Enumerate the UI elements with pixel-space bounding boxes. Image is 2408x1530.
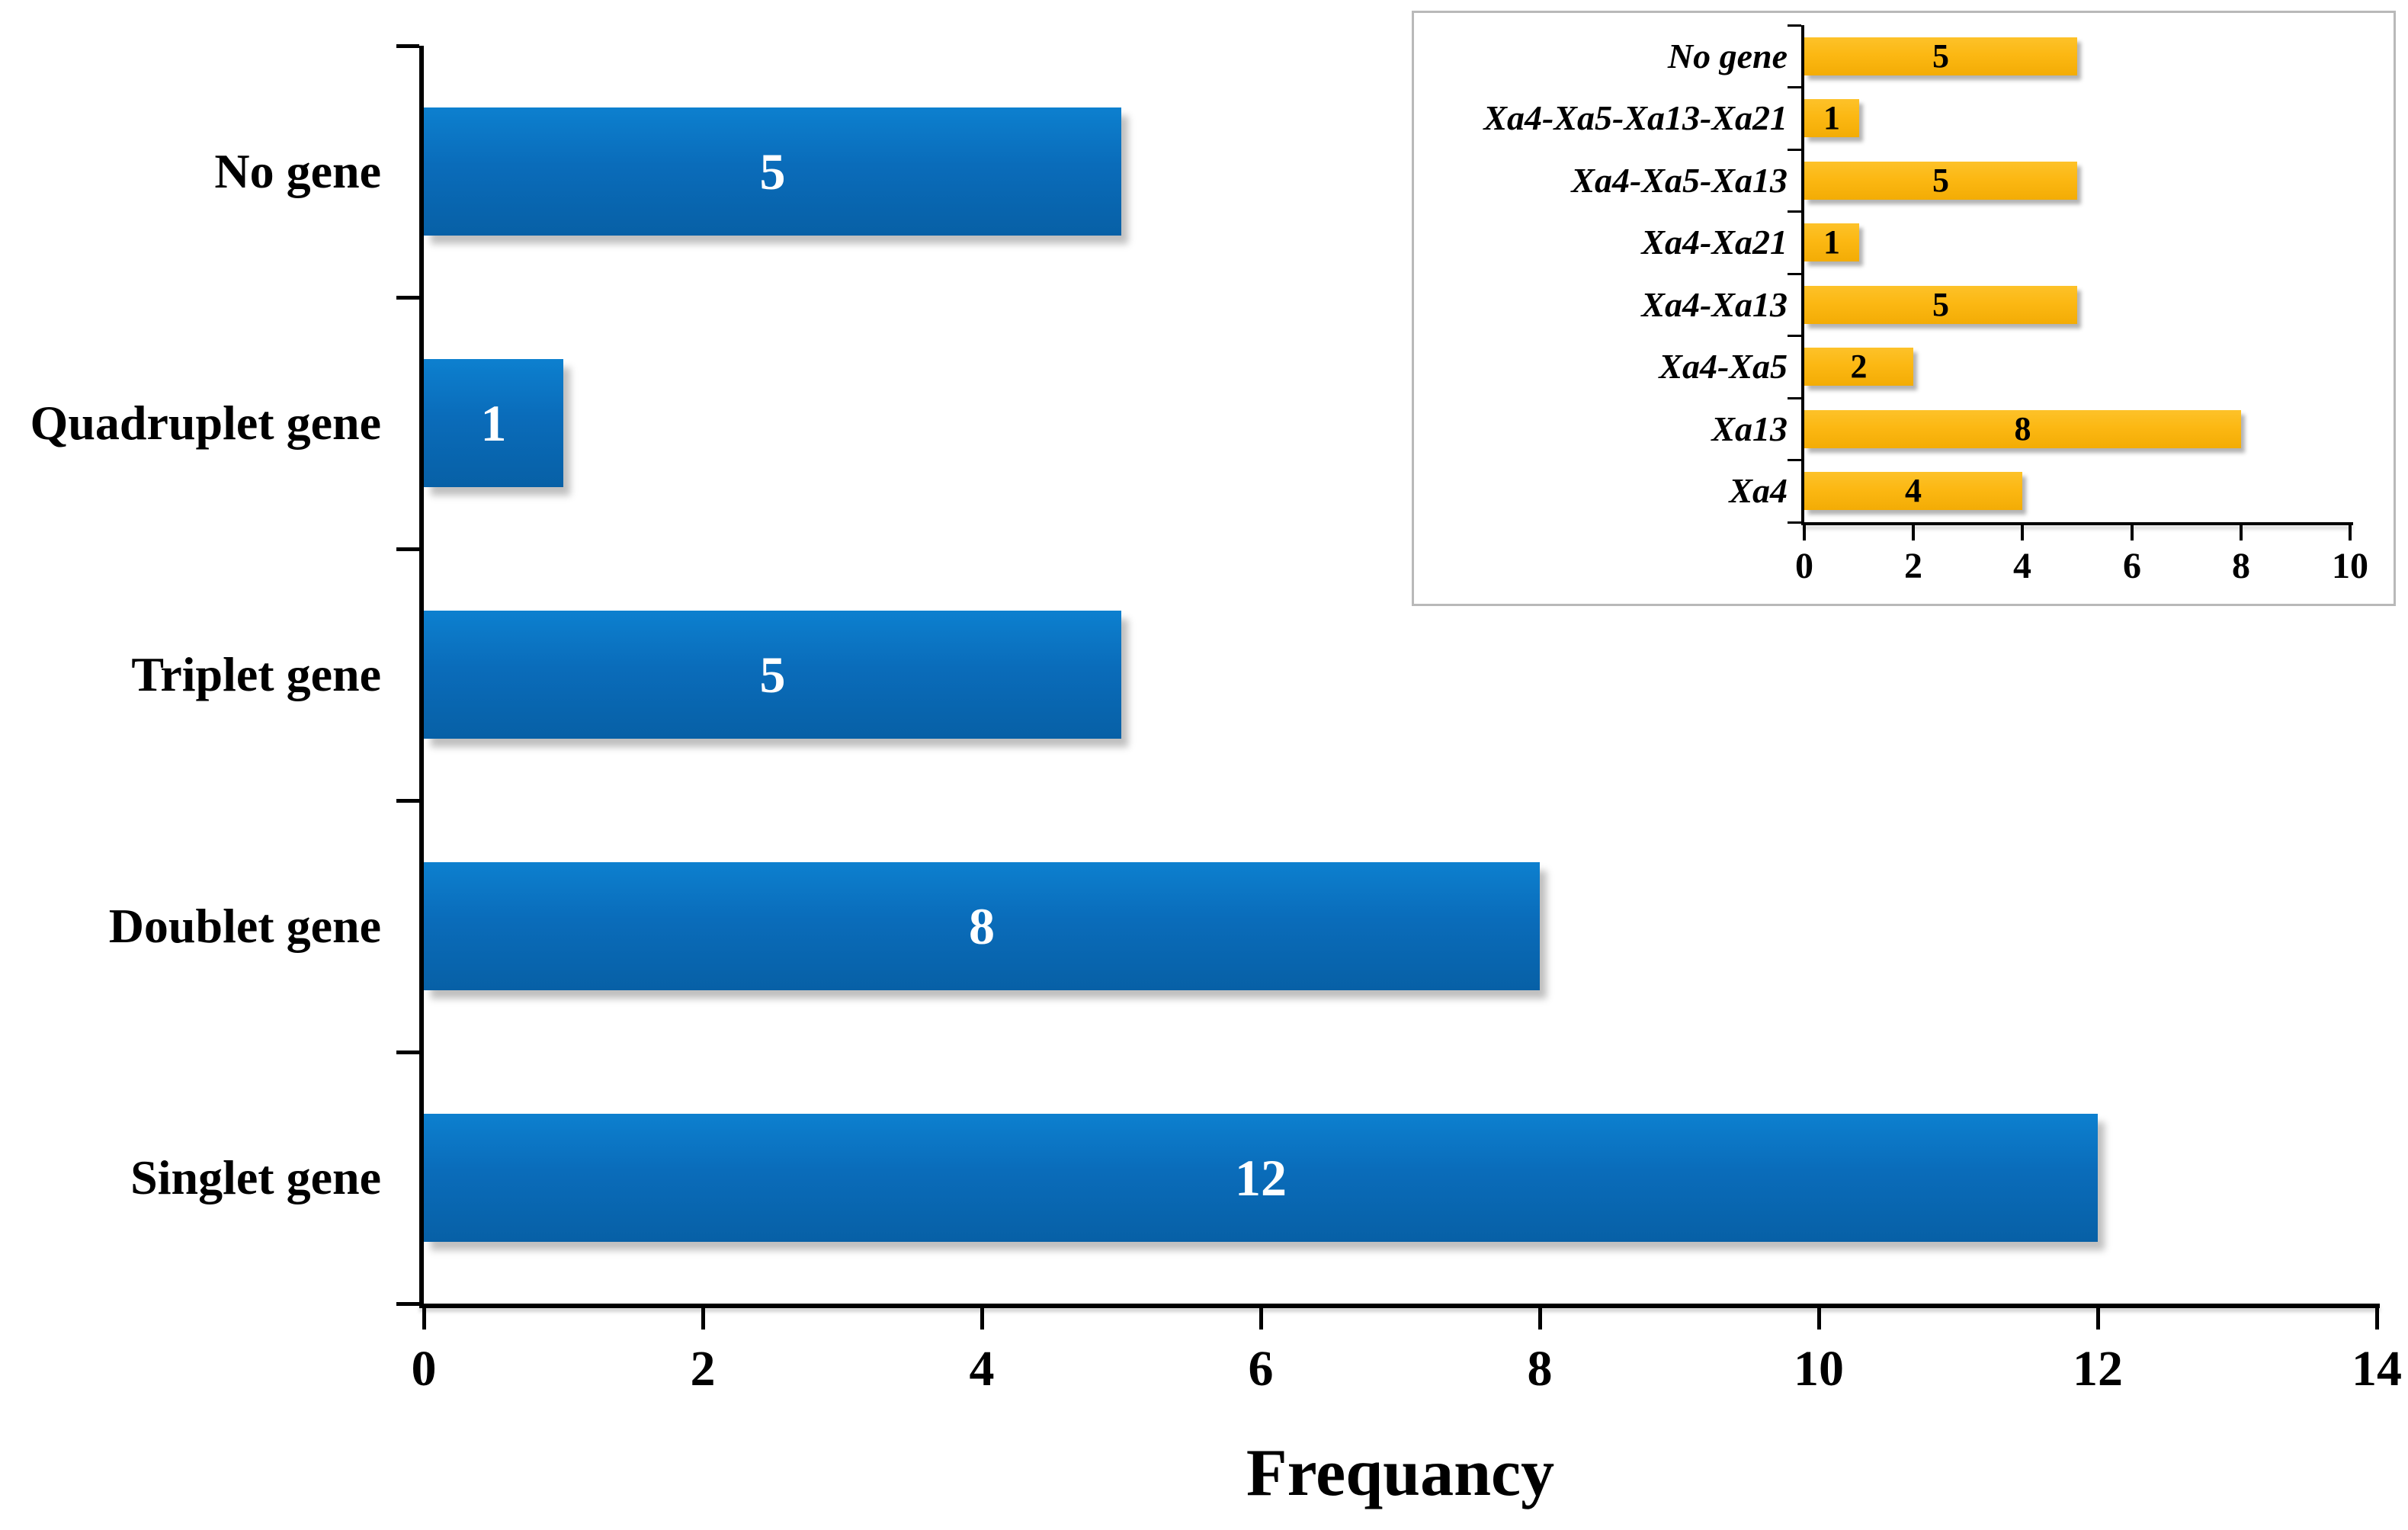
category-label-xa4-xa21: Xa4-Xa21 bbox=[1641, 223, 1788, 261]
y-axis-tick bbox=[396, 547, 419, 551]
inset-bar-chart: 0 2 4 6 8 10 No gene 5 Xa4-Xa5-Xa13-Xa21 1 Xa4-Xa5… bbox=[1414, 13, 2394, 604]
y-axis-tick bbox=[1788, 335, 1801, 337]
bar-xa13: 8 bbox=[1804, 410, 2241, 448]
bar-value-label: 5 bbox=[1932, 162, 1949, 199]
x-axis-tick-label: 0 bbox=[411, 1341, 437, 1397]
category-label-xa13: Xa13 bbox=[1711, 409, 1788, 448]
x-axis-tick bbox=[1803, 525, 1806, 540]
x-axis-tick-label: 2 bbox=[1904, 546, 1922, 586]
bar-value-label: 8 bbox=[969, 897, 995, 955]
category-label-no-gene: No gene bbox=[1667, 37, 1788, 75]
bar-value-label: 5 bbox=[1932, 286, 1949, 323]
bar-value-label: 8 bbox=[2014, 410, 2031, 447]
x-axis-tick bbox=[2375, 1308, 2379, 1330]
x-axis-tick-label: 8 bbox=[2232, 546, 2250, 586]
y-axis-tick bbox=[1788, 24, 1801, 27]
y-axis-tick bbox=[396, 1302, 419, 1306]
category-label-xa4-xa5-xa13: Xa4-Xa5-Xa13 bbox=[1571, 161, 1788, 200]
y-axis-tick bbox=[1788, 397, 1801, 399]
x-axis-tick-label: 6 bbox=[2123, 546, 2141, 586]
bar-value-label: 12 bbox=[1235, 1149, 1287, 1207]
category-label-xa4-xa5-xa13-xa21: Xa4-Xa5-Xa13-Xa21 bbox=[1483, 98, 1788, 137]
y-axis-tick bbox=[396, 44, 419, 48]
bar-xa4: 4 bbox=[1804, 472, 2022, 510]
y-axis-tick bbox=[396, 799, 419, 803]
category-label-xa4: Xa4 bbox=[1729, 471, 1788, 510]
category-label-quadruplet-gene: Quadruplet gene bbox=[30, 396, 381, 450]
x-axis-tick-label: 4 bbox=[969, 1341, 995, 1397]
bar-xa4-xa5: 2 bbox=[1804, 348, 1913, 386]
bar-doublet-gene: 8 bbox=[424, 862, 1540, 990]
y-axis-tick bbox=[1788, 210, 1801, 213]
x-axis-line bbox=[1801, 522, 2353, 525]
bar-xa4-xa21: 1 bbox=[1804, 223, 1859, 261]
x-axis-tick-label: 10 bbox=[1794, 1341, 1844, 1397]
bar-singlet-gene: 12 bbox=[424, 1114, 2098, 1242]
bar-triplet-gene: 5 bbox=[424, 611, 1121, 739]
x-axis-line bbox=[419, 1304, 2380, 1308]
x-axis-tick bbox=[2096, 1308, 2100, 1330]
x-axis-tick-label: 8 bbox=[1527, 1341, 1553, 1397]
x-axis-tick bbox=[2021, 525, 2024, 540]
y-axis-tick bbox=[1788, 459, 1801, 461]
bar-value-label: 5 bbox=[759, 143, 786, 200]
bar-value-label: 5 bbox=[1932, 37, 1949, 75]
y-axis-tick bbox=[1788, 273, 1801, 275]
category-label-xa4-xa5: Xa4-Xa5 bbox=[1659, 347, 1788, 386]
x-axis-tick-label: 12 bbox=[2073, 1341, 2123, 1397]
bar-value-label: 1 bbox=[480, 394, 507, 452]
x-axis-tick bbox=[2240, 525, 2243, 540]
bar-value-label: 5 bbox=[759, 646, 786, 704]
bar-no-gene: 5 bbox=[1804, 37, 2077, 75]
category-label-triplet-gene: Triplet gene bbox=[131, 647, 381, 701]
bar-value-label: 2 bbox=[1850, 348, 1868, 385]
x-axis-tick-label: 4 bbox=[2013, 546, 2031, 586]
bar-value-label: 1 bbox=[1823, 223, 1840, 261]
bar-value-label: 4 bbox=[1905, 472, 1922, 509]
bar-quadruplet-gene: 1 bbox=[424, 359, 563, 487]
x-axis-tick bbox=[980, 1308, 984, 1330]
y-axis-line bbox=[419, 46, 424, 1308]
category-label-no-gene: No gene bbox=[214, 144, 381, 198]
inset-panel: 0 2 4 6 8 10 No gene 5 Xa4-Xa5-Xa13-Xa21 1 Xa4-Xa5… bbox=[1412, 11, 2396, 606]
y-axis-tick bbox=[396, 1050, 419, 1054]
bar-xa4-xa5-xa13-xa21: 1 bbox=[1804, 99, 1859, 137]
y-axis-tick bbox=[396, 296, 419, 300]
y-axis-tick bbox=[1788, 86, 1801, 88]
bar-no-gene: 5 bbox=[424, 107, 1121, 236]
bar-xa4-xa5-xa13: 5 bbox=[1804, 162, 2077, 200]
x-axis-tick bbox=[1538, 1308, 1542, 1330]
x-axis-title: Frequancy bbox=[1246, 1436, 1555, 1510]
category-label-doublet-gene: Doublet gene bbox=[108, 899, 381, 953]
x-axis-tick-label: 10 bbox=[2332, 546, 2368, 586]
x-axis-tick bbox=[422, 1308, 426, 1330]
x-axis-tick bbox=[1259, 1308, 1263, 1330]
x-axis-tick-label: 2 bbox=[690, 1341, 716, 1397]
x-axis-tick-label: 14 bbox=[2352, 1341, 2402, 1397]
x-axis-tick bbox=[1817, 1308, 1821, 1330]
bar-value-label: 1 bbox=[1823, 99, 1840, 136]
y-axis-line bbox=[1801, 25, 1804, 525]
x-axis-tick bbox=[2131, 525, 2134, 540]
category-label-singlet-gene: Singlet gene bbox=[130, 1150, 381, 1204]
bar-xa4-xa13: 5 bbox=[1804, 286, 2077, 324]
x-axis-tick bbox=[701, 1308, 705, 1330]
x-axis-tick bbox=[2349, 525, 2352, 540]
x-axis-tick-label: 0 bbox=[1795, 546, 1813, 586]
y-axis-tick bbox=[1788, 149, 1801, 151]
category-label-xa4-xa13: Xa4-Xa13 bbox=[1641, 285, 1788, 324]
x-axis-tick bbox=[1912, 525, 1915, 540]
x-axis-tick-label: 6 bbox=[1248, 1341, 1274, 1397]
y-axis-tick bbox=[1788, 521, 1801, 524]
